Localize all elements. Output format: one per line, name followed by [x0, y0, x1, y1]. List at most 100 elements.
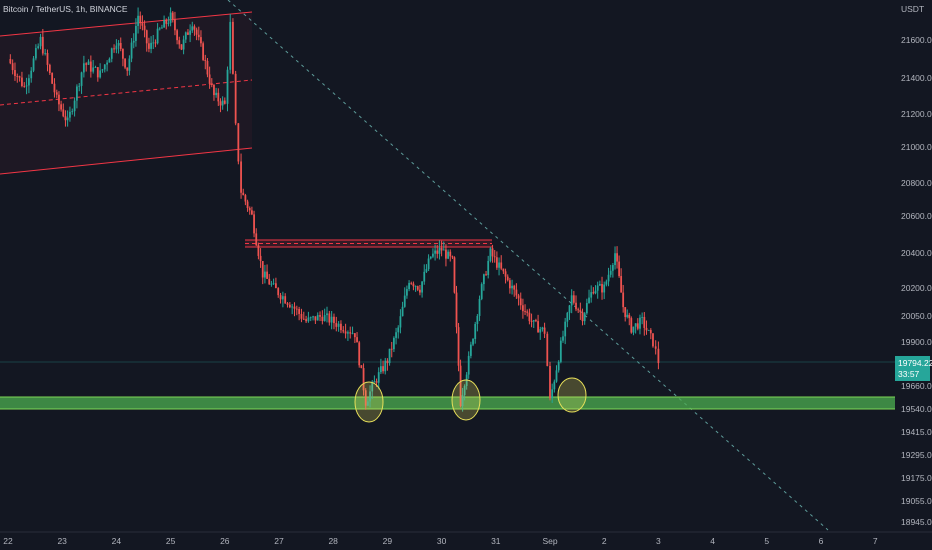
candle-body [80, 72, 83, 86]
candle-body [226, 69, 229, 104]
candle-body [221, 100, 224, 106]
x-tick-label: 5 [764, 536, 769, 546]
y-tick-label: 19900.00 [901, 337, 932, 347]
candle-body [414, 286, 417, 287]
candle-body [432, 253, 434, 257]
candle-body [124, 58, 126, 68]
candle-body [467, 355, 470, 375]
candle-body [588, 297, 590, 304]
candle-body [122, 48, 124, 59]
candle-body [482, 274, 485, 285]
candle-body [397, 327, 400, 333]
x-tick-label: 2 [602, 536, 607, 546]
candle-body [362, 368, 365, 391]
x-tick-label: 22 [3, 536, 13, 546]
candle-body [461, 395, 464, 406]
candle-body [21, 77, 23, 87]
y-tick-label: 18945.00 [901, 517, 932, 527]
y-tick-label: 19055.00 [901, 496, 932, 506]
candle-body [176, 30, 179, 41]
candle-body [128, 58, 131, 71]
candle-body [459, 365, 462, 406]
candle-body [611, 265, 614, 271]
candle-body [115, 45, 118, 50]
candle-body [259, 255, 262, 262]
candle-body [351, 333, 354, 334]
candle-body [270, 283, 273, 285]
x-tick-label: 3 [656, 536, 661, 546]
candle-body [386, 360, 389, 364]
highlight-circle-low-2[interactable] [451, 379, 481, 421]
candle-body [349, 332, 352, 334]
candle-body [184, 32, 187, 40]
candle-body [94, 67, 97, 68]
channel-upper-line[interactable] [0, 11, 253, 37]
candle-body [223, 100, 226, 104]
candle-body [178, 40, 181, 45]
candle-body [463, 385, 466, 396]
candle-body [649, 330, 652, 334]
candle-body [598, 284, 601, 286]
candle-body [335, 323, 338, 327]
candle-body [513, 285, 516, 290]
candle-body [307, 317, 310, 322]
candle-body [429, 256, 432, 259]
candle-body [416, 286, 419, 290]
candle-body [577, 309, 580, 311]
highlight-circle-low-1[interactable] [354, 381, 384, 423]
candle-body [62, 109, 65, 117]
candle-body [139, 15, 142, 24]
candle-body [135, 25, 137, 41]
candle-body [28, 78, 30, 86]
candle-body [551, 389, 554, 399]
candle-body [559, 340, 562, 362]
candle-body [257, 245, 260, 256]
candle-body [491, 248, 494, 257]
candle-body [148, 43, 150, 49]
y-tick-label: 21400.00 [901, 73, 932, 83]
y-tick-label: 20600.00 [901, 211, 932, 221]
candle-body [132, 40, 135, 43]
candle-body [609, 270, 612, 275]
candle-body [130, 42, 133, 59]
descending-trendline[interactable] [227, 0, 829, 531]
candle-body [485, 274, 487, 276]
candle-body [248, 207, 251, 211]
candle-body [219, 101, 222, 106]
x-tick-label: 26 [220, 536, 230, 546]
channel-lower-line[interactable] [0, 147, 253, 175]
candle-body [553, 381, 556, 390]
candle-body [543, 327, 546, 334]
candle-body [546, 333, 549, 366]
candle-body [436, 250, 439, 254]
y-axis-ticks: 21600.00 21400.00 21200.00 21000.00 20800.00… [901, 35, 932, 527]
candle-body [314, 316, 317, 321]
y-tick-label: 20400.00 [901, 248, 932, 258]
price-badge-countdown: 33:57 [898, 369, 920, 379]
candle-body [275, 283, 277, 289]
candle-body [244, 195, 247, 202]
candle-body [583, 313, 586, 322]
candle-body [620, 276, 623, 293]
candle-body [41, 36, 44, 54]
price-scale[interactable] [895, 0, 932, 550]
candle-body [515, 289, 518, 296]
candle-body [605, 281, 608, 285]
highlight-circle-low-3[interactable] [557, 377, 587, 413]
candle-body [434, 250, 436, 254]
candle-body [522, 305, 524, 312]
y-tick-label: 20200.00 [901, 283, 932, 293]
candle-body [165, 19, 168, 24]
support-zone[interactable] [0, 397, 895, 409]
candle-body [330, 316, 333, 323]
candle-body [277, 288, 280, 296]
candle-body [34, 48, 37, 59]
candle-body [537, 321, 539, 333]
candle-body [526, 311, 529, 313]
candle-body [453, 257, 456, 293]
candle-body [624, 307, 627, 317]
candle-body [555, 370, 558, 382]
candle-body [364, 390, 367, 406]
